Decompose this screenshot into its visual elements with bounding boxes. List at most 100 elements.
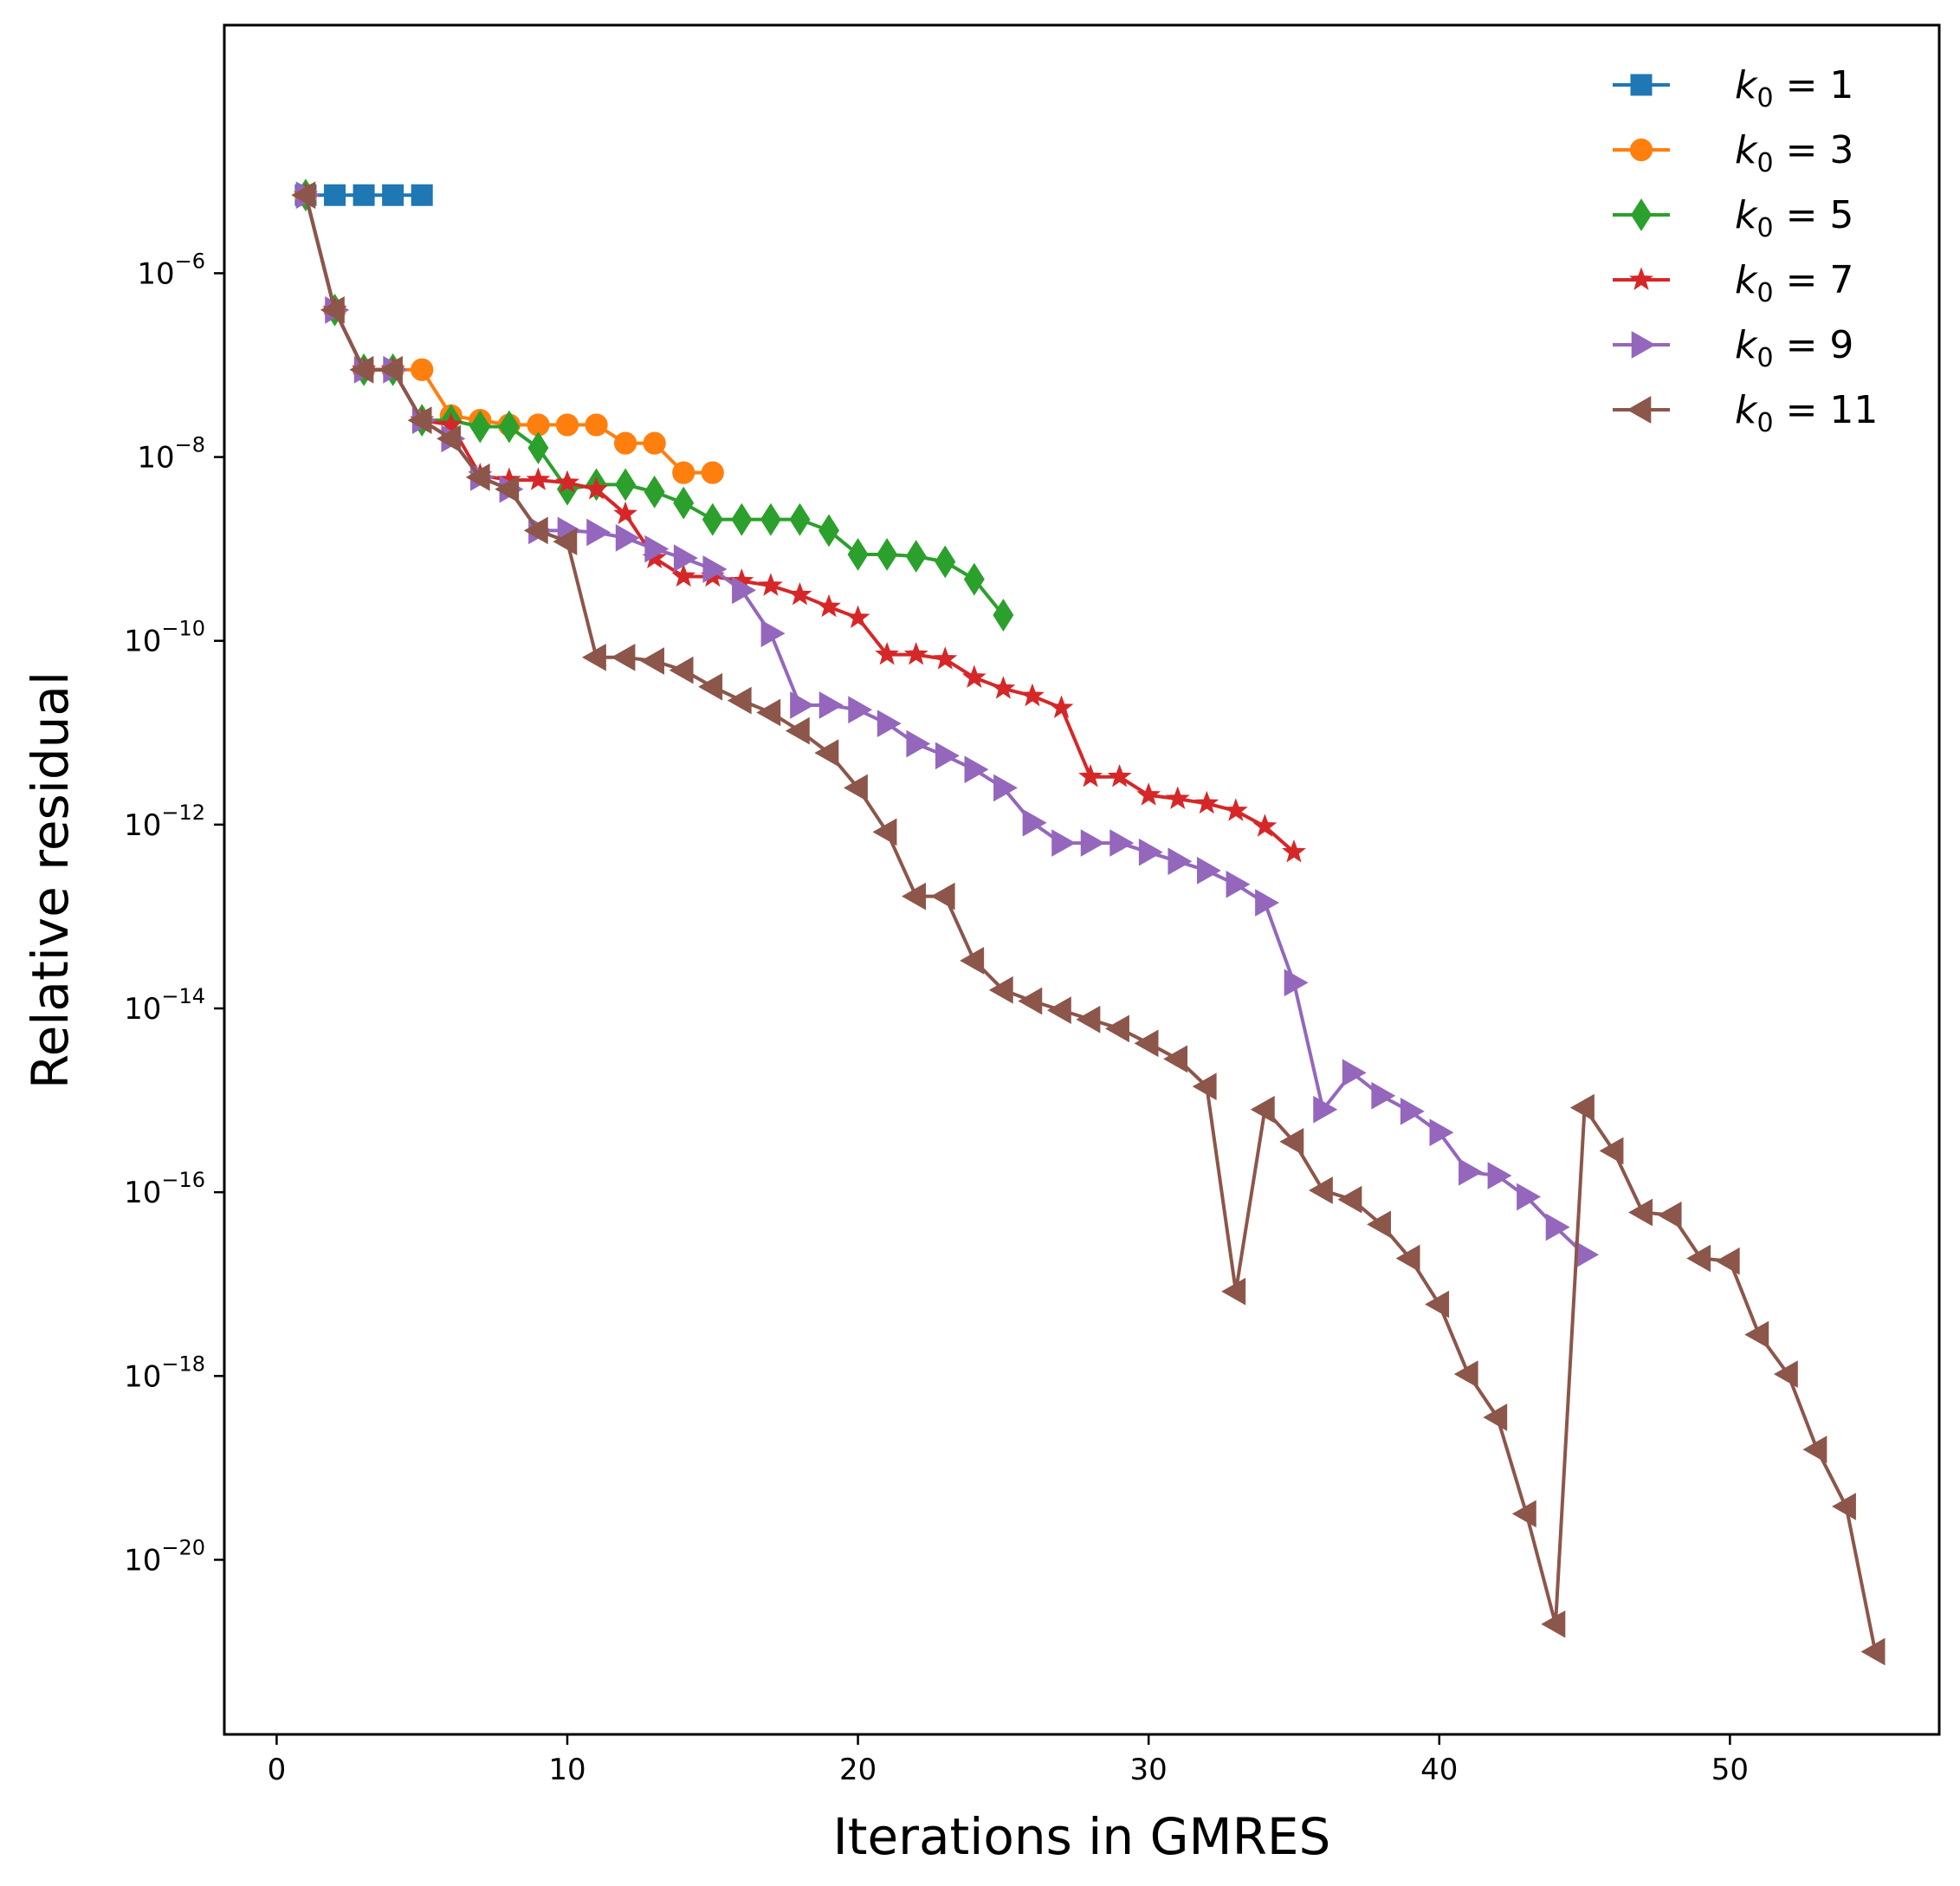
data-point xyxy=(877,710,902,738)
data-point xyxy=(1627,396,1652,424)
data-point xyxy=(437,425,462,453)
data-point xyxy=(1744,1320,1769,1349)
data-point xyxy=(1483,1403,1508,1431)
data-point xyxy=(1802,1436,1827,1464)
y-tick-exponent: −10 xyxy=(161,617,205,641)
legend-label: k0 = 1 xyxy=(1735,63,1853,113)
legend-item: k0 = 5 xyxy=(1613,193,1853,243)
data-point xyxy=(993,599,1014,632)
data-point xyxy=(1429,1118,1454,1147)
y-tick-label: 10−6 xyxy=(137,249,205,291)
data-point xyxy=(1134,1029,1159,1058)
data-point xyxy=(438,412,463,436)
x-tick-label: 10 xyxy=(548,1753,585,1787)
legend-variable: k xyxy=(1735,193,1758,237)
data-point xyxy=(1105,1014,1129,1043)
data-point xyxy=(702,555,728,583)
data-point xyxy=(640,647,664,675)
data-point xyxy=(614,431,637,455)
y-tick-label: 10−14 xyxy=(124,984,205,1027)
y-tick-exponent: −6 xyxy=(175,249,205,273)
data-point xyxy=(1168,847,1193,876)
y-tick-exponent: −20 xyxy=(161,1535,205,1559)
data-point xyxy=(1569,1093,1595,1122)
data-point xyxy=(495,475,520,503)
data-point xyxy=(732,576,756,605)
data-point xyxy=(1541,1610,1566,1638)
data-point xyxy=(644,535,670,563)
y-tick-base: 10 xyxy=(124,1176,161,1210)
series-layer xyxy=(291,178,1886,1666)
data-point xyxy=(961,664,986,688)
data-point xyxy=(1629,138,1653,162)
legend-value: 9 xyxy=(1829,323,1853,367)
y-tick-label: 10−10 xyxy=(124,617,205,659)
data-point xyxy=(1223,798,1248,821)
data-point xyxy=(1022,808,1047,837)
legend-item: k0 = 9 xyxy=(1613,323,1853,373)
data-point xyxy=(702,502,723,536)
data-point xyxy=(1194,790,1219,814)
y-tick-base: 10 xyxy=(137,256,174,291)
legend-equals: = xyxy=(1774,258,1830,302)
legend-item: k0 = 11 xyxy=(1613,388,1878,438)
y-tick-base: 10 xyxy=(124,625,161,659)
data-point xyxy=(615,524,640,552)
data-point xyxy=(673,544,698,573)
data-point xyxy=(1020,683,1045,707)
data-point xyxy=(1279,1127,1304,1156)
y-tick-label: 10−8 xyxy=(137,433,205,476)
data-point xyxy=(1395,1244,1420,1273)
data-point xyxy=(1080,829,1105,857)
data-point xyxy=(1197,857,1221,885)
data-point xyxy=(818,514,840,548)
data-point xyxy=(1308,1176,1333,1204)
y-tick-base: 10 xyxy=(137,441,174,476)
data-point xyxy=(324,184,346,206)
data-point xyxy=(1367,1210,1391,1239)
data-point xyxy=(581,643,606,671)
data-point xyxy=(1046,996,1071,1024)
data-point xyxy=(1018,987,1043,1015)
data-point xyxy=(758,573,783,596)
data-point xyxy=(1657,1201,1682,1229)
legend-value: 11 xyxy=(1829,388,1878,432)
data-point xyxy=(1773,1360,1798,1389)
data-point xyxy=(1078,764,1103,787)
data-point xyxy=(615,468,637,502)
data-point xyxy=(669,656,694,684)
legend-variable: k xyxy=(1735,63,1758,107)
data-point xyxy=(843,774,868,802)
data-point xyxy=(906,729,931,758)
data-point xyxy=(1337,1185,1362,1214)
data-point xyxy=(787,582,812,606)
data-point xyxy=(555,413,579,437)
y-tick-label: 10−18 xyxy=(124,1351,205,1394)
data-point xyxy=(760,502,781,536)
data-point xyxy=(991,676,1016,699)
data-point xyxy=(848,696,873,724)
legend-subscript: 0 xyxy=(1756,343,1773,373)
data-point xyxy=(1860,1637,1886,1666)
data-point xyxy=(731,502,753,536)
legend-item: k0 = 1 xyxy=(1613,63,1853,113)
x-tick-label: 30 xyxy=(1130,1753,1168,1787)
data-point xyxy=(789,502,811,536)
data-point xyxy=(1136,782,1161,806)
x-tick-label: 40 xyxy=(1420,1753,1458,1787)
data-point xyxy=(1163,1045,1188,1073)
legend-variable: k xyxy=(1735,128,1758,172)
data-point xyxy=(935,545,956,579)
data-point xyxy=(1342,1059,1367,1087)
data-point xyxy=(671,563,696,587)
data-point xyxy=(382,184,404,206)
data-point xyxy=(353,184,375,206)
data-point xyxy=(964,755,989,784)
data-point xyxy=(1831,1493,1856,1520)
data-point xyxy=(555,470,579,494)
data-point xyxy=(877,538,898,571)
data-point xyxy=(698,672,723,701)
data-point xyxy=(1221,1277,1246,1306)
legend-equals: = xyxy=(1774,388,1830,432)
